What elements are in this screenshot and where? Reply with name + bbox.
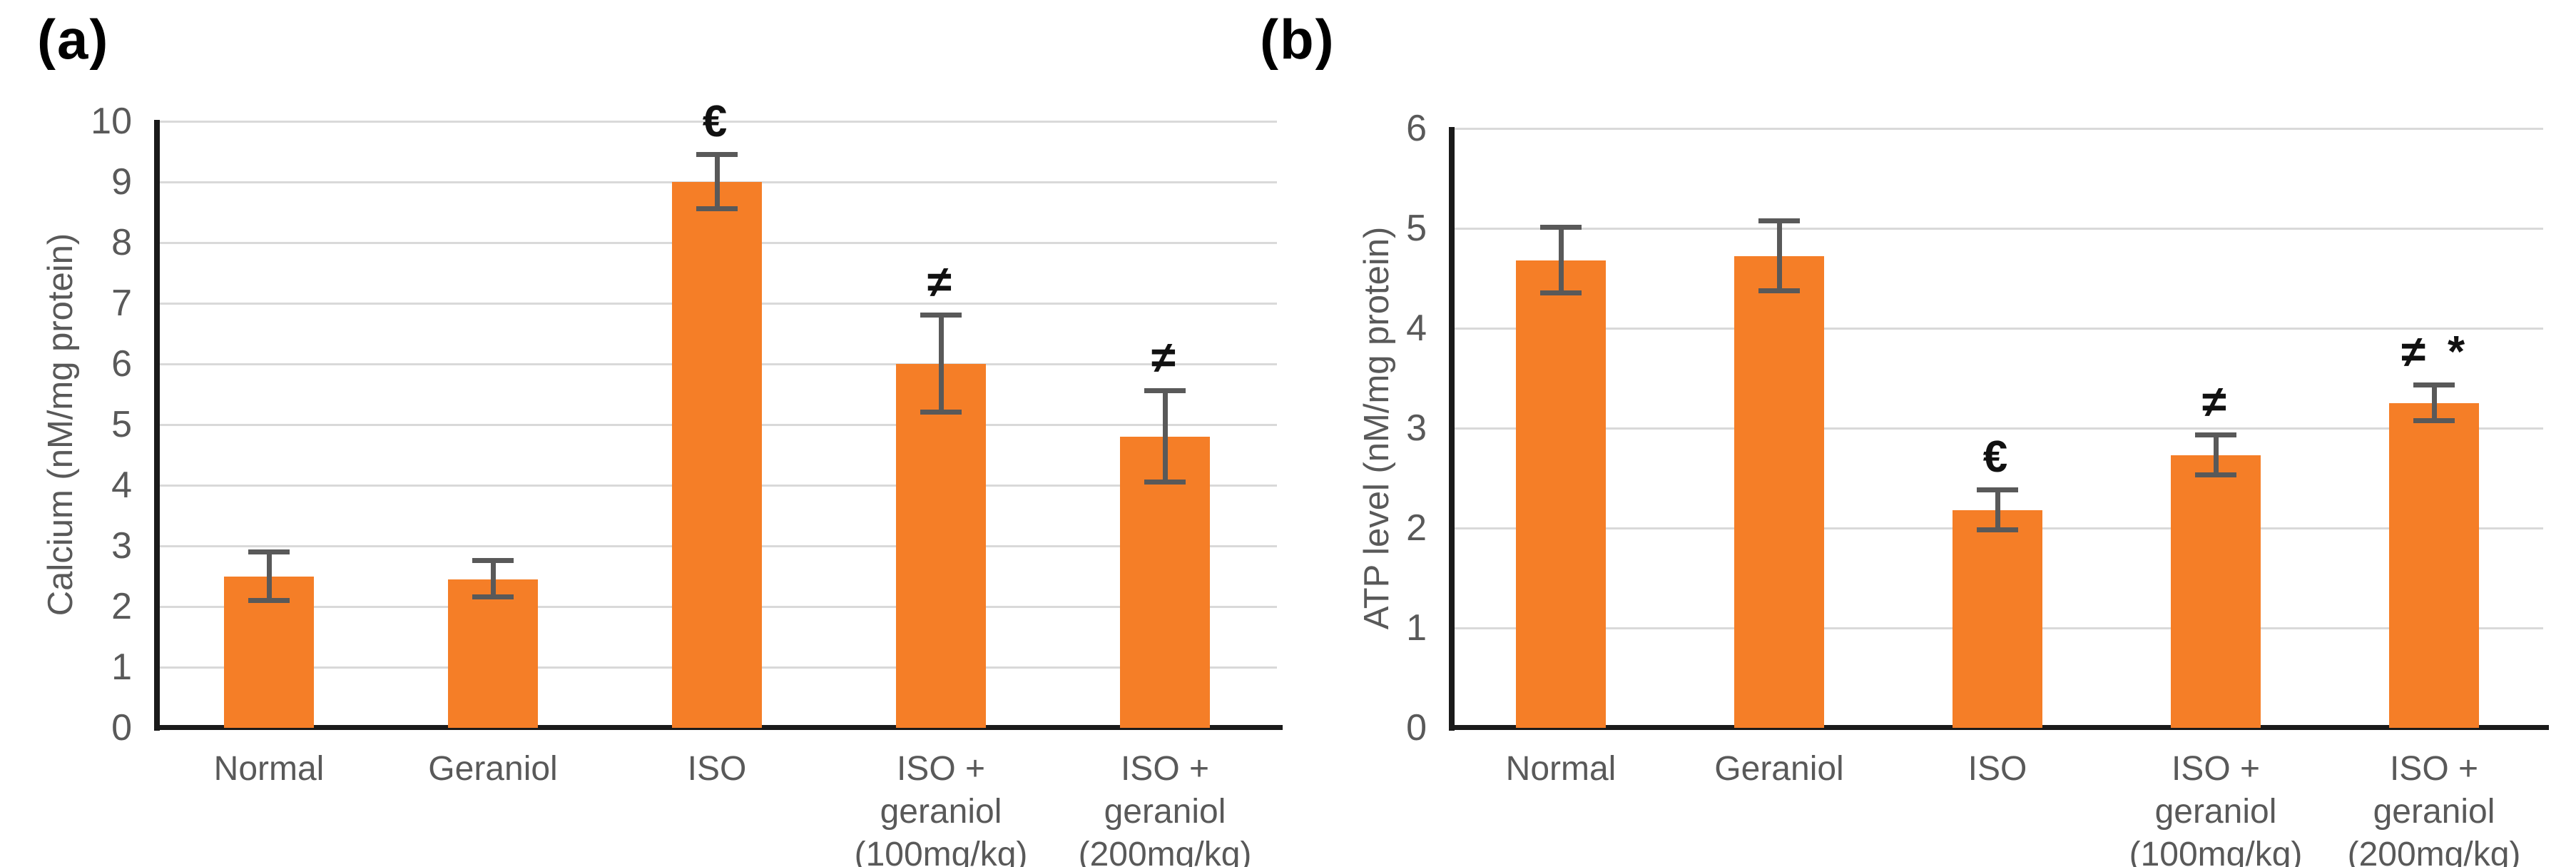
error-bar-cap-top [1977,487,2018,492]
error-bar-cap-top [1144,388,1186,394]
error-bar-stem [266,552,272,601]
bar-iso-geraniol-200mg-kg [2389,403,2479,728]
x-axis-category-label: Geraniol [428,750,558,788]
error-bar-stem [714,154,720,210]
error-bar-cap-bottom [472,594,514,600]
error-bar-cap-bottom [920,410,962,415]
panel-b-plot-area: 0 1 2 3 4 5 6 Normal Geraniol € ISO ≠ ISO + geraniol… [1406,108,2549,867]
error-bar-cap-top [2413,382,2455,387]
error-bar-stem [938,315,944,412]
error-bar-cap-bottom [1144,479,1186,485]
x-axis-category-label: ISO + geraniol (200mg/kg) [1078,750,1252,867]
error-bar-cap-bottom [696,206,738,212]
gridline [1452,127,2543,130]
error-bar-cap-top [1540,224,1582,230]
error-bar-cap-bottom [2195,472,2236,477]
y-axis-tick-label: 5 [1406,208,1427,249]
bar-iso-geraniol-200mg-kg [1120,437,1210,728]
error-bar-cap-top [696,151,738,157]
significance-symbol: € [1982,432,2012,482]
y-axis-tick-label: 1 [1406,607,1427,649]
error-bar-stem [1162,391,1168,482]
error-bar-cap-top [248,549,290,554]
significance-symbol: € [702,96,732,146]
panel-b-label: (b) [1260,8,1335,71]
x-axis-category-label: ISO + geraniol (100mg/kg) [2129,750,2303,867]
bar-iso [1953,509,2042,728]
y-axis-line [154,120,160,731]
gridline [157,120,1277,123]
y-axis-tick-label: 1 [111,647,132,688]
error-bar-stem [1776,221,1782,292]
error-bar-stem [490,561,496,598]
bar-iso-geraniol-100mg-kg [896,364,986,728]
y-axis-tick-label: 7 [111,283,132,324]
y-axis-tick-label: 0 [1406,707,1427,749]
gridline [1452,327,2543,330]
significance-symbol: ≠ [2201,377,2231,427]
significance-symbol: ≠ [926,258,956,307]
error-bar-cap-bottom [1540,290,1582,295]
bar-normal [1516,260,1606,728]
error-bar-cap-top [920,313,962,318]
bar-iso-geraniol-100mg-kg [2171,455,2261,728]
panel-a-label: (a) [37,8,110,71]
error-bar-cap-top [2195,432,2236,437]
y-axis-tick-label: 0 [111,707,132,749]
y-axis-tick-label: 4 [1406,308,1427,349]
error-bar-stem [2431,385,2437,422]
y-axis-tick-label: 5 [111,404,132,445]
y-axis-tick-label: 4 [111,465,132,506]
x-axis-category-label: ISO + geraniol (100mg/kg) [854,750,1028,867]
significance-symbol: ≠ * [2401,327,2468,377]
panel-a-plot-area: 0 1 2 3 4 5 6 7 8 9 10 Normal Geraniol € ISO ≠ ISO + ger… [91,97,1283,867]
y-axis-tick-label: 9 [111,161,132,203]
error-bar-cap-bottom [1758,288,1800,294]
y-axis-tick-label: 6 [111,343,132,385]
error-bar-cap-bottom [2413,418,2455,424]
y-axis-tick-label: 8 [111,222,132,263]
error-bar-cap-top [472,558,514,564]
y-axis-tick-label: 6 [1406,108,1427,149]
error-bar-stem [1558,227,1564,293]
error-bar-stem [2213,435,2219,475]
bar-geraniol [1734,256,1824,728]
y-axis-tick-label: 3 [111,525,132,567]
x-axis-category-label: ISO [687,750,747,788]
gridline [1452,227,2543,230]
y-axis-tick-label: 10 [91,101,132,142]
error-bar-cap-top [1758,218,1800,224]
x-axis-category-label: ISO [1967,750,2027,788]
y-axis-tick-label: 2 [111,586,132,627]
x-axis-category-label: Normal [213,750,325,788]
error-bar-stem [1995,490,2000,530]
error-bar-cap-bottom [248,597,290,603]
significance-symbol: ≠ [1150,333,1180,383]
y-axis-tick-label: 2 [1406,507,1427,549]
x-axis-category-label: ISO + geraniol (200mg/kg) [2347,750,2521,867]
bar-geraniol [448,579,538,728]
error-bar-cap-bottom [1977,527,2018,532]
bar-iso [672,182,762,728]
y-axis-tick-label: 3 [1406,407,1427,449]
x-axis-category-label: Geraniol [1714,750,1844,788]
gridline [1452,427,2543,430]
y-axis-line [1449,127,1455,731]
x-axis-category-label: Normal [1505,750,1617,788]
